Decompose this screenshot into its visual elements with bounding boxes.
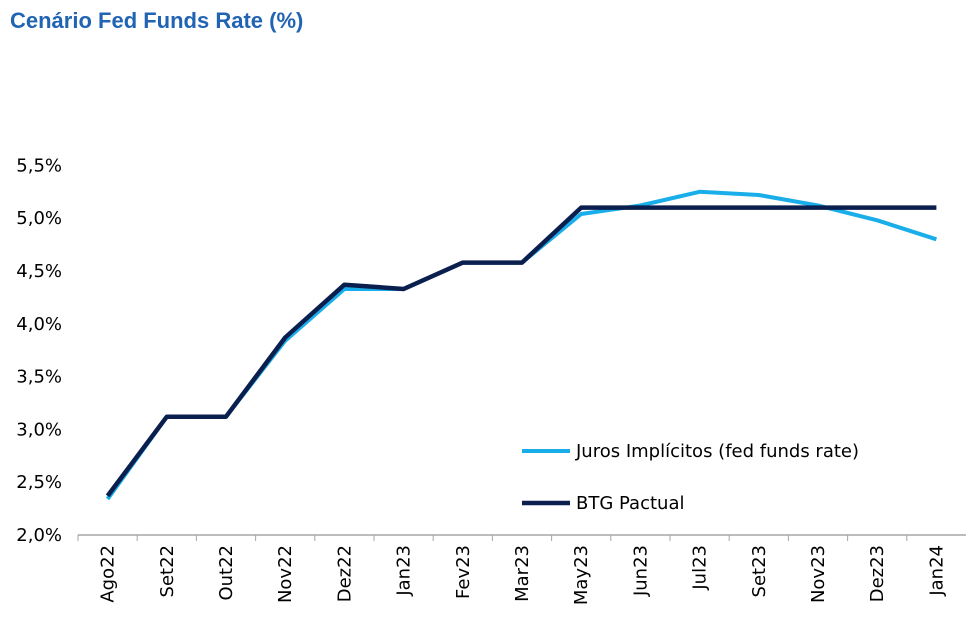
y-tick-label: 5,0% [16,208,62,229]
y-tick-label: 3,0% [16,419,62,440]
legend-label: BTG Pactual [576,493,684,514]
series-lines [105,189,938,501]
x-tick-label: Jul23 [690,545,711,591]
legend-label: Juros Implícitos (fed funds rate) [575,441,859,462]
y-tick-label: 5,5% [16,155,62,176]
x-tick-label: Set23 [749,545,770,597]
y-tick-label: 4,5% [16,261,62,282]
x-tick-label: Jan24 [926,545,947,597]
series-line-btg-pactual [105,205,937,498]
x-tick-label: Mar23 [512,545,533,602]
x-tick-label: Out22 [216,545,237,601]
y-tick-label: 2,5% [16,472,62,493]
x-axis-ticks: Ago22 Set22 Out22 Nov22 Dez22 Jan23 Fev23 Mar23… [77,535,947,605]
y-tick-label: 2,0% [16,525,62,546]
x-tick-label: Nov22 [275,545,296,603]
x-tick-label: Ago22 [98,545,119,603]
x-tick-label: Set22 [157,545,178,597]
y-axis-ticks: 2,0% 2,5% 3,0% 3,5% 4,0% 4,5% 5,0% 5,5% [16,155,62,546]
x-tick-label: Jan23 [394,545,415,597]
y-tick-label: 3,5% [16,367,62,388]
chart-title: Cenário Fed Funds Rate (%) [10,8,304,33]
x-tick-label: Fev23 [453,545,474,599]
x-tick-label: Dez22 [334,545,355,602]
x-tick-label: May23 [571,545,592,605]
x-tick-label: Jun23 [630,545,651,597]
x-tick-label: Dez23 [867,545,888,602]
legend: Juros Implícitos (fed funds rate) BTG Pac… [522,441,859,514]
y-tick-label: 4,0% [16,314,62,335]
x-tick-label: Nov23 [808,545,829,603]
